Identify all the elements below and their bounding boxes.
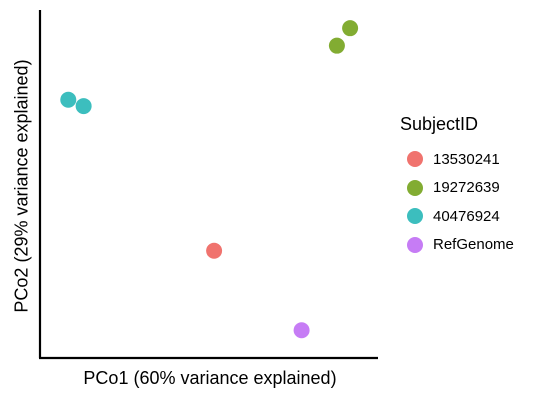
legend-swatch — [407, 179, 423, 196]
legend-item-13530241: 13530241 — [400, 145, 514, 174]
data-point-19272639 — [342, 20, 359, 37]
legend-item-19272639: 19272639 — [400, 174, 514, 203]
legend-label: 13530241 — [433, 150, 500, 168]
data-point-19272639 — [328, 37, 345, 54]
legend: SubjectID 13530241 19272639 40476924 Ref… — [400, 114, 514, 259]
legend-label: 19272639 — [433, 179, 500, 197]
legend-item-40476924: 40476924 — [400, 202, 514, 231]
legend-swatch — [407, 236, 423, 253]
data-point-13530241 — [206, 242, 223, 259]
legend-swatch — [407, 208, 423, 225]
points-layer — [60, 20, 359, 339]
legend-label: RefGenome — [433, 236, 514, 254]
y-axis-label: PCo2 (29% variance explained) — [11, 59, 32, 313]
data-point-40476924 — [75, 98, 92, 115]
legend-title: SubjectID — [400, 114, 479, 134]
legend-item-refgenome: RefGenome — [400, 231, 514, 260]
data-point-40476924 — [60, 91, 77, 108]
legend-label: 40476924 — [433, 207, 500, 225]
x-axis-label: PCo1 (60% variance explained) — [83, 368, 337, 388]
legend-swatch — [407, 151, 423, 168]
data-point-refgenome — [293, 322, 310, 339]
